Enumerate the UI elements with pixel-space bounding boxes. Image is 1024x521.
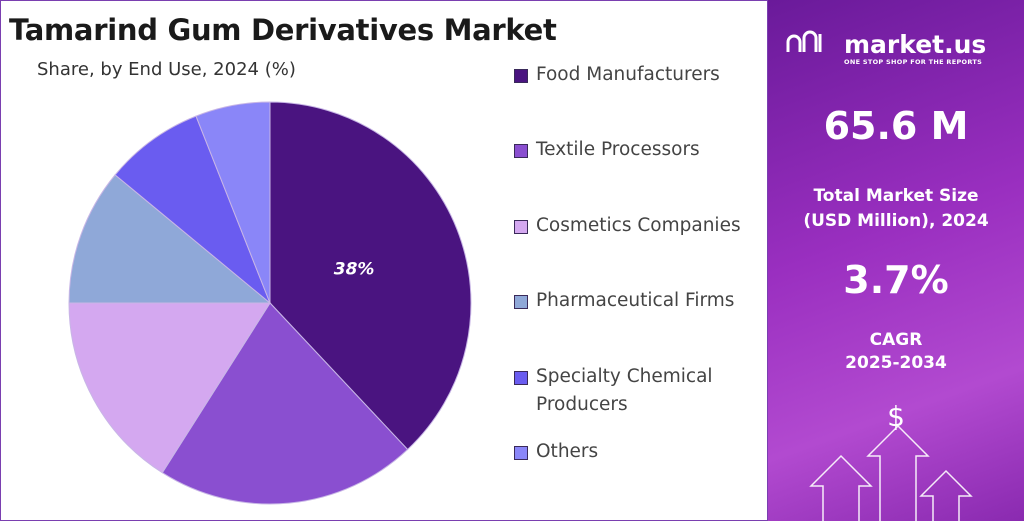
arrows-decoration bbox=[809, 424, 973, 521]
legend-swatch bbox=[514, 144, 528, 158]
legend-label: Pharmaceutical Firms bbox=[536, 290, 735, 311]
legend-item: Cosmetics Companies bbox=[514, 212, 761, 240]
tagline: ONE STOP SHOP FOR THE REPORTS bbox=[844, 58, 983, 66]
legend-item: Textile Processors bbox=[514, 136, 761, 164]
sidebar-art bbox=[786, 30, 973, 521]
legend-item: Food Manufacturers bbox=[514, 61, 761, 89]
pie-chart: 38% bbox=[68, 101, 472, 505]
legend-item: Specialty Chemical Producers bbox=[514, 363, 761, 419]
pie-slice bbox=[68, 174, 272, 304]
legend-swatch bbox=[514, 295, 528, 309]
legend-label: Cosmetics Companies bbox=[536, 215, 741, 236]
chart-title: Tamarind Gum Derivatives Market bbox=[9, 13, 557, 47]
dollar-icon: $ bbox=[887, 400, 905, 433]
pie-slice bbox=[195, 101, 271, 304]
data-label: 38% bbox=[334, 260, 375, 280]
cagr-label: CAGR bbox=[869, 330, 923, 350]
logo-icon bbox=[786, 30, 822, 52]
pie-slice bbox=[161, 302, 409, 505]
legend-label: Specialty Chemical Producers bbox=[536, 366, 713, 415]
market-size: 65.6 M bbox=[823, 104, 969, 148]
chart-subtitle: Share, by End Use, 2024 (%) bbox=[37, 59, 296, 80]
legend-swatch bbox=[514, 69, 528, 83]
legend-label: Textile Processors bbox=[536, 139, 700, 160]
legend-label: Food Manufacturers bbox=[536, 64, 720, 85]
legend-swatch bbox=[514, 220, 528, 234]
legend-swatch bbox=[514, 371, 528, 385]
legend-item: Others bbox=[514, 438, 761, 466]
chart-panel: Tamarind Gum Derivatives Market Share, b… bbox=[0, 0, 768, 521]
pie-slice bbox=[114, 115, 271, 304]
legend-swatch bbox=[514, 446, 528, 460]
market-size-label: Total Market Size bbox=[813, 186, 979, 206]
sidebar: market.us ONE STOP SHOP FOR THE REPORTS … bbox=[768, 0, 1024, 521]
legend-label: Others bbox=[536, 441, 599, 462]
cagr: 3.7% bbox=[843, 258, 949, 302]
pie-slice bbox=[68, 302, 271, 474]
market-size-label: (USD Million), 2024 bbox=[803, 211, 989, 231]
brand: market.us bbox=[844, 30, 987, 59]
cagr-label: 2025-2034 bbox=[845, 353, 947, 373]
pie-slice bbox=[269, 101, 472, 451]
legend-item: Pharmaceutical Firms bbox=[514, 287, 761, 315]
